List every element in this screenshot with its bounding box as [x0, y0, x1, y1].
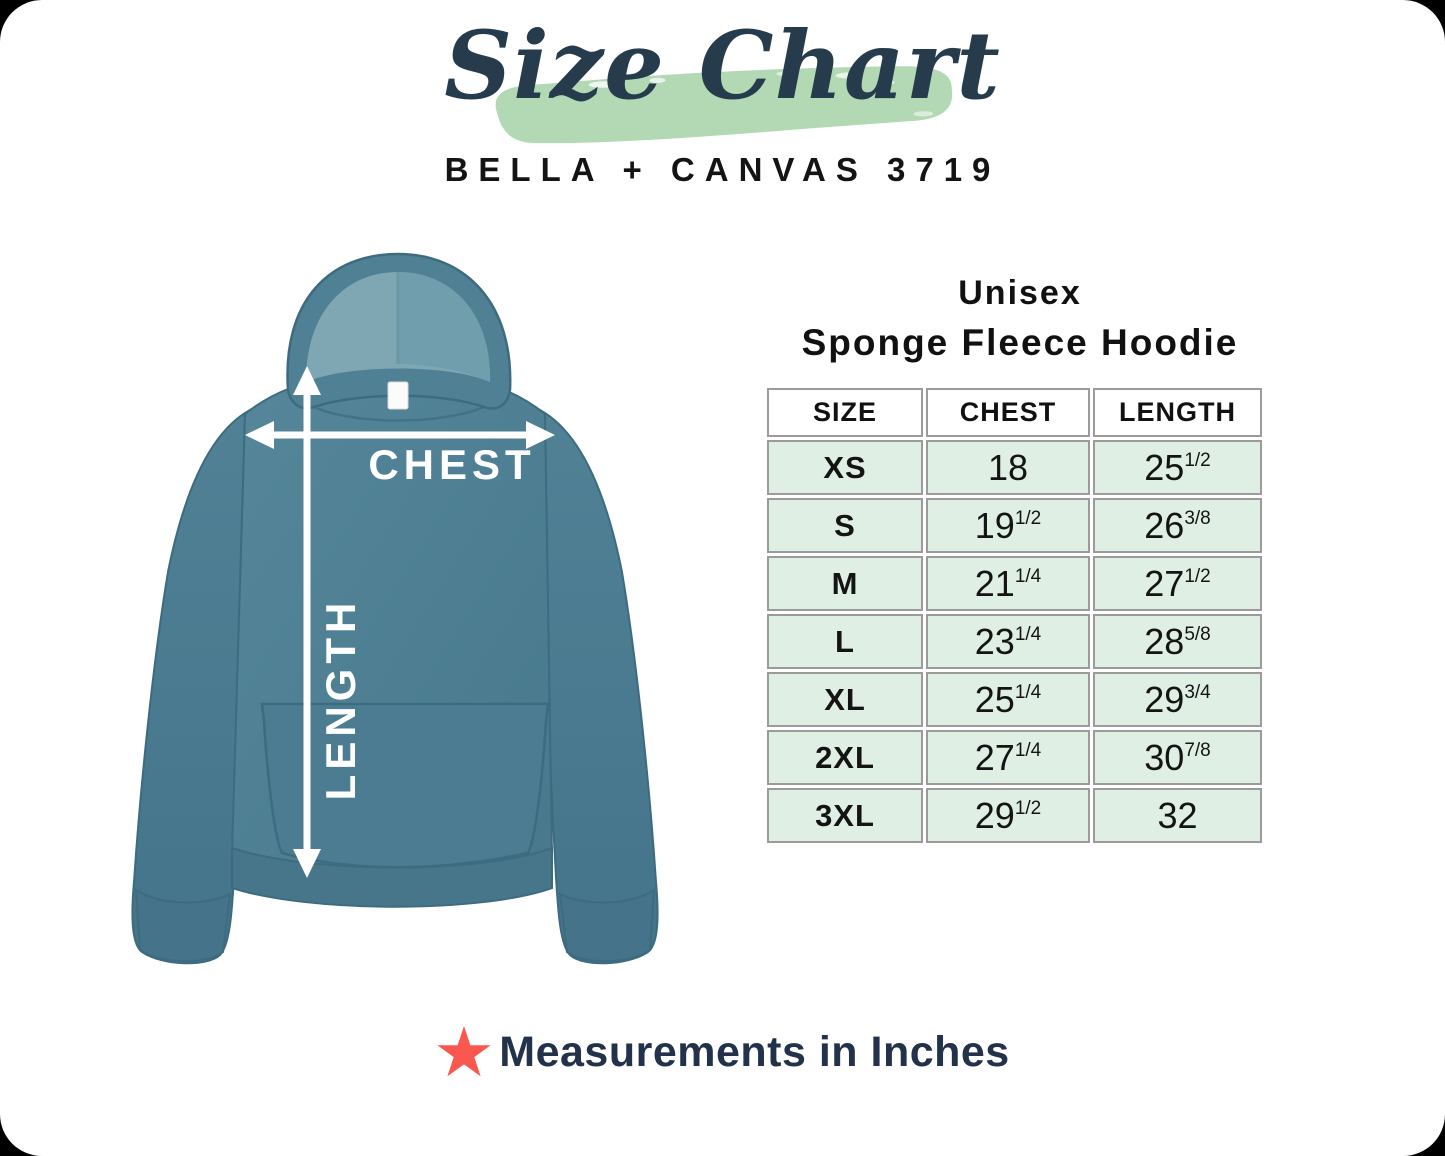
hoodie-illustration: CHEST LENGTH — [131, 252, 659, 965]
product-title-line2: Sponge Fleece Hoodie — [801, 322, 1239, 363]
chest-arrow: CHEST — [245, 421, 555, 488]
star-icon — [437, 1026, 491, 1077]
table-row: 2XL 271/4 307/8 — [767, 730, 1262, 785]
length-cell: 271/2 — [1093, 556, 1262, 611]
hoodie-cuff-right — [558, 888, 656, 963]
table-row: XS 18 251/2 — [767, 440, 1262, 495]
page-title: Size Chart — [444, 11, 1001, 121]
col-header-chest: CHEST — [926, 388, 1090, 437]
chest-label: CHEST — [368, 441, 535, 488]
table-row: M 211/4 271/2 — [767, 556, 1262, 611]
hoodie-cuff-left — [134, 888, 232, 963]
size-cell: XL — [767, 672, 923, 727]
size-cell: L — [767, 614, 923, 669]
table-row: L 231/4 285/8 — [767, 614, 1262, 669]
hoodie-hood — [286, 252, 512, 422]
length-cell: 251/2 — [1093, 440, 1262, 495]
measurements-note: Measurements in Inches — [499, 1027, 1010, 1076]
chest-cell: 231/4 — [926, 614, 1090, 669]
product-title: Unisex Sponge Fleece Hoodie — [740, 268, 1300, 368]
header: Size Chart BELLA + CANVAS 3719 — [0, 0, 1445, 220]
chest-cell: 18 — [926, 440, 1090, 495]
size-cell: 2XL — [767, 730, 923, 785]
chest-cell: 211/4 — [926, 556, 1090, 611]
brush-stroke-graphic — [495, 66, 952, 144]
length-cell: 307/8 — [1093, 730, 1262, 785]
length-cell: 263/8 — [1093, 498, 1262, 553]
length-cell: 32 — [1093, 788, 1262, 843]
size-cell: S — [767, 498, 923, 553]
size-table-body: XS 18 251/2 S 191/2 263/8 M 211/4 271/2 … — [767, 440, 1262, 843]
neck-tag — [387, 381, 409, 410]
table-row: 3XL 291/2 32 — [767, 788, 1262, 843]
length-label: LENGTH — [317, 598, 364, 801]
hoodie-hem-band — [231, 846, 553, 908]
footer: Measurements in Inches — [0, 1024, 1445, 1080]
brand-subtitle: BELLA + CANVAS 3719 — [444, 151, 1001, 188]
size-cell: XS — [767, 440, 923, 495]
chest-cell: 251/4 — [926, 672, 1090, 727]
chest-cell: 191/2 — [926, 498, 1090, 553]
hoodie-measurement-diagram: CHEST LENGTH — [110, 242, 680, 1017]
chest-cell: 291/2 — [926, 788, 1090, 843]
size-cell: M — [767, 556, 923, 611]
length-arrow: LENGTH — [293, 366, 364, 878]
size-table: SIZE CHEST LENGTH XS 18 251/2 S 191/2 26… — [764, 385, 1265, 846]
chest-cell: 271/4 — [926, 730, 1090, 785]
length-cell: 293/4 — [1093, 672, 1262, 727]
size-cell: 3XL — [767, 788, 923, 843]
table-header-row: SIZE CHEST LENGTH — [767, 388, 1262, 437]
product-title-line1: Unisex — [958, 274, 1082, 312]
hoodie-pocket — [260, 702, 550, 869]
table-row: XL 251/4 293/4 — [767, 672, 1262, 727]
col-header-length: LENGTH — [1093, 388, 1262, 437]
length-cell: 285/8 — [1093, 614, 1262, 669]
table-row: S 191/2 263/8 — [767, 498, 1262, 553]
col-header-size: SIZE — [767, 388, 923, 437]
